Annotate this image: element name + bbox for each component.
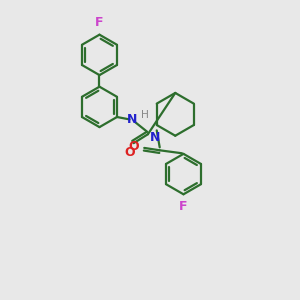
Text: N: N	[150, 131, 160, 144]
Text: F: F	[179, 200, 188, 213]
Text: N: N	[127, 113, 138, 127]
Text: O: O	[124, 146, 135, 158]
Text: H: H	[141, 110, 148, 120]
Text: O: O	[129, 140, 140, 153]
Text: F: F	[95, 16, 104, 29]
